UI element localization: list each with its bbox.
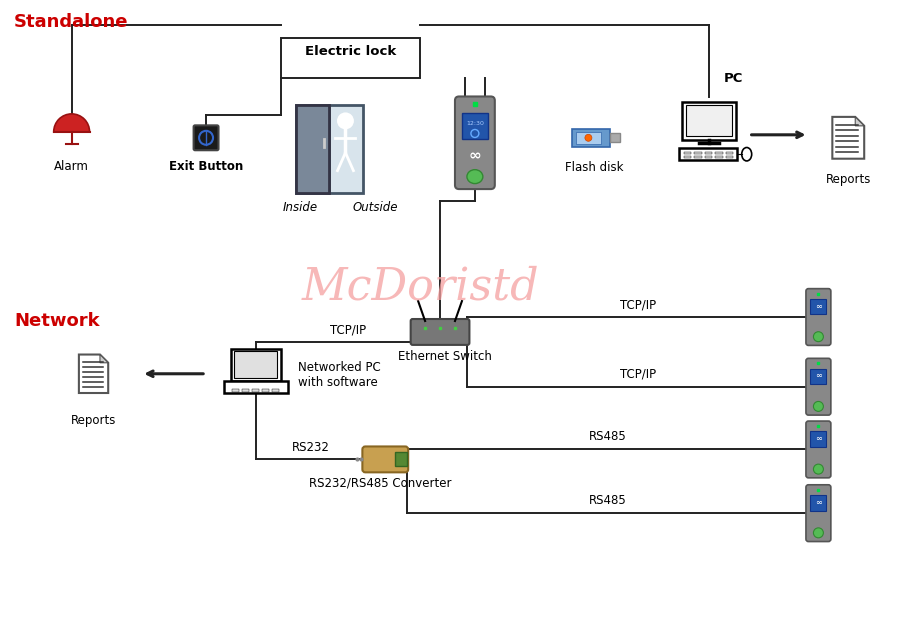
FancyBboxPatch shape (806, 358, 831, 415)
Ellipse shape (814, 401, 824, 412)
FancyBboxPatch shape (806, 485, 831, 542)
Bar (810, 299, 826, 315)
Circle shape (337, 112, 354, 129)
Ellipse shape (742, 148, 751, 161)
Text: Outside: Outside (353, 200, 398, 214)
Bar (572, 129, 610, 147)
Bar (810, 431, 826, 447)
FancyBboxPatch shape (806, 421, 831, 478)
Bar (610, 134, 620, 143)
Polygon shape (855, 117, 864, 126)
Bar (577, 132, 601, 144)
Text: RS485: RS485 (589, 431, 626, 444)
Text: ∞: ∞ (814, 434, 822, 443)
Text: RS485: RS485 (589, 494, 626, 507)
Text: Reports: Reports (71, 413, 116, 426)
Text: ∞: ∞ (814, 302, 822, 311)
Text: Inside: Inside (284, 200, 319, 214)
Text: ∞: ∞ (469, 148, 482, 163)
Bar (725, 152, 734, 154)
Polygon shape (832, 117, 864, 159)
Bar (679, 148, 737, 160)
Bar (272, 389, 279, 392)
Text: Flash disk: Flash disk (565, 160, 624, 174)
Bar (705, 155, 713, 158)
Ellipse shape (814, 464, 824, 474)
Bar (716, 152, 723, 154)
Text: Alarm: Alarm (54, 160, 89, 173)
FancyBboxPatch shape (455, 96, 495, 189)
Polygon shape (79, 354, 108, 393)
Ellipse shape (814, 528, 824, 538)
Bar (296, 105, 328, 193)
Bar (725, 155, 734, 158)
Circle shape (585, 134, 592, 141)
Ellipse shape (814, 332, 824, 342)
FancyBboxPatch shape (410, 319, 470, 345)
Bar (232, 389, 239, 392)
Text: TCP/IP: TCP/IP (330, 324, 366, 337)
Polygon shape (296, 105, 328, 193)
FancyBboxPatch shape (806, 289, 831, 345)
Text: McDoristd: McDoristd (302, 266, 539, 309)
Bar (328, 105, 364, 193)
Bar (234, 351, 277, 377)
Bar (716, 155, 723, 158)
FancyBboxPatch shape (363, 446, 409, 473)
Polygon shape (100, 354, 108, 363)
Bar (682, 102, 736, 140)
Text: RS232/RS485 Converter: RS232/RS485 Converter (309, 476, 452, 489)
Bar (252, 389, 259, 392)
Text: Ethernet Switch: Ethernet Switch (398, 350, 492, 363)
Ellipse shape (467, 169, 483, 184)
Bar (695, 152, 702, 154)
Text: Networked PC
with software: Networked PC with software (298, 361, 381, 389)
Text: Electric lock: Electric lock (305, 45, 396, 58)
Bar (810, 495, 826, 510)
Bar (684, 155, 691, 158)
FancyBboxPatch shape (194, 125, 219, 150)
Text: ∞: ∞ (814, 498, 822, 507)
Bar (395, 453, 407, 466)
Bar (231, 349, 281, 381)
Text: PC: PC (724, 72, 743, 85)
Text: Standalone: Standalone (14, 13, 129, 31)
Bar (686, 105, 732, 136)
Bar (810, 369, 826, 384)
Bar (462, 113, 488, 139)
Bar (684, 152, 691, 154)
Text: RS232: RS232 (292, 442, 329, 455)
Text: TCP/IP: TCP/IP (620, 368, 656, 381)
Text: 12:30: 12:30 (466, 121, 484, 126)
Text: Exit Button: Exit Button (169, 160, 243, 173)
Wedge shape (54, 114, 90, 132)
Bar (224, 381, 288, 393)
Text: ∞: ∞ (814, 371, 822, 380)
Bar (242, 389, 249, 392)
Text: TCP/IP: TCP/IP (620, 298, 656, 311)
Bar (281, 39, 420, 78)
Bar (705, 152, 713, 154)
Text: Network: Network (14, 312, 100, 330)
Text: Reports: Reports (825, 173, 871, 186)
Bar (262, 389, 269, 392)
Bar (695, 155, 702, 158)
